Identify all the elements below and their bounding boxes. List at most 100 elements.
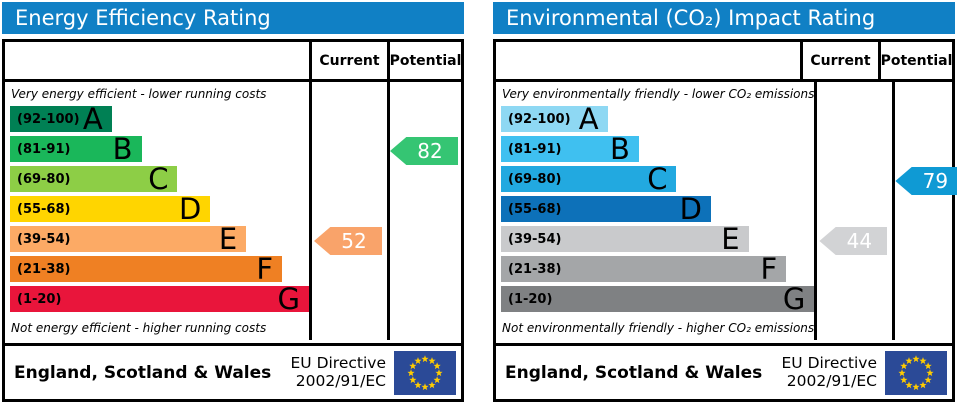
band-row-g: (1-20) G <box>5 282 309 316</box>
rating-band-b: (81-91) B <box>10 132 142 166</box>
band-grade: D <box>679 192 702 226</box>
rating-band-a: (92-100) A <box>10 102 112 136</box>
top-note: Very energy efficient - lower running co… <box>11 87 267 101</box>
rating-band-c: (69-80) C <box>10 162 178 196</box>
co2-rating-table: Current Potential Very environmentally f… <box>493 39 957 402</box>
eu-directive-line1: EU Directive <box>781 353 878 372</box>
potential-column-header: Potential <box>878 42 952 79</box>
energy-efficiency-panel: Energy Efficiency Rating Current Potenti… <box>2 2 464 402</box>
eu-directive-label: EU Directive 2002/91/EC <box>290 353 395 391</box>
band-range: (81-91) <box>17 141 71 157</box>
band-row-a: (92-100) A <box>5 102 309 136</box>
current-rating-value: 52 <box>341 229 367 253</box>
rating-band-a: (92-100) A <box>501 102 608 136</box>
band-range: (69-80) <box>508 171 562 187</box>
band-range: (92-100) <box>508 111 571 127</box>
band-grade: C <box>647 162 668 196</box>
eu-directive-line1: EU Directive <box>290 353 387 372</box>
band-range: (1-20) <box>17 291 62 307</box>
rating-band-g: (1-20) G <box>501 282 815 316</box>
band-grade: A <box>82 102 103 136</box>
band-grade: A <box>578 102 599 136</box>
column-divider <box>814 82 892 340</box>
band-row-b: (81-91) B <box>496 135 814 166</box>
energy-rating-table: Current Potential Very energy efficient … <box>2 39 464 402</box>
bottom-note: Not environmentally friendly - higher CO… <box>502 321 815 335</box>
band-grade: B <box>112 132 133 166</box>
rating-band-d: (55-68) D <box>501 192 711 226</box>
spacer <box>5 42 309 79</box>
band-row-c: (69-80) C <box>5 162 309 196</box>
band-range: (21-38) <box>508 261 562 277</box>
current-rating-arrow: 44 <box>819 227 888 255</box>
band-range: (81-91) <box>508 141 562 157</box>
band-grade: E <box>218 222 238 256</box>
spacer <box>496 42 800 79</box>
region-label: England, Scotland & Wales <box>505 362 763 383</box>
panel-footer: England, Scotland & Wales EU Directive 2… <box>496 343 952 399</box>
rating-band-e: (39-54) E <box>10 222 247 256</box>
band-grade: G <box>277 282 300 316</box>
band-row-d: (55-68) D <box>496 192 814 226</box>
column-headers: Current Potential <box>5 42 461 82</box>
co2-impact-panel: Environmental (CO₂) Impact Rating Curren… <box>493 2 957 402</box>
band-grade: F <box>760 252 778 286</box>
eu-directive-line2: 2002/91/EC <box>786 371 877 390</box>
band-range: (39-54) <box>17 231 71 247</box>
band-range: (1-20) <box>508 291 553 307</box>
column-divider <box>387 82 461 340</box>
band-range: (92-100) <box>17 111 80 127</box>
column-headers: Current Potential <box>496 42 952 82</box>
rating-band-c: (69-80) C <box>501 162 677 196</box>
band-range: (55-68) <box>17 201 71 217</box>
rating-band-f: (21-38) F <box>10 252 283 286</box>
band-range: (55-68) <box>508 201 562 217</box>
band-row-e: (39-54) E <box>5 222 309 256</box>
band-row-e: (39-54) E <box>496 222 814 256</box>
band-row-a: (92-100) A <box>496 102 814 136</box>
current-rating-arrow: 52 <box>314 227 382 255</box>
band-row-f: (21-38) F <box>496 252 814 286</box>
band-range: (69-80) <box>17 171 71 187</box>
band-grade: C <box>148 162 169 196</box>
band-row-d: (55-68) D <box>5 192 309 226</box>
potential-rating-value: 82 <box>417 139 443 163</box>
eu-directive-label: EU Directive 2002/91/EC <box>781 353 886 391</box>
region-label: England, Scotland & Wales <box>14 362 272 383</box>
rating-band-d: (55-68) D <box>10 192 211 226</box>
column-divider <box>892 82 957 340</box>
rating-band-f: (21-38) F <box>501 252 787 286</box>
rating-band-b: (81-91) B <box>501 135 639 164</box>
eu-flag-icon <box>885 350 947 395</box>
current-column-header: Current <box>309 42 387 79</box>
top-note: Very environmentally friendly - lower CO… <box>502 87 815 101</box>
rating-band-g: (1-20) G <box>10 282 309 316</box>
eu-directive-line2: 2002/91/EC <box>295 371 386 390</box>
eu-flag-icon <box>394 350 456 395</box>
potential-rating-value: 79 <box>922 169 949 193</box>
band-grade: F <box>256 252 274 286</box>
bottom-note: Not energy efficient - higher running co… <box>11 321 267 335</box>
band-range: (39-54) <box>508 231 562 247</box>
rating-scale-area: Very energy efficient - lower running co… <box>5 82 461 343</box>
band-grade: E <box>721 222 740 256</box>
band-row-g: (1-20) G <box>496 282 815 316</box>
potential-rating-arrow: 82 <box>390 137 458 165</box>
band-grade: G <box>782 282 806 316</box>
panel-footer: England, Scotland & Wales EU Directive 2… <box>5 343 461 399</box>
potential-rating-arrow: 79 <box>895 167 957 195</box>
current-column-header: Current <box>800 42 878 79</box>
current-rating-value: 44 <box>846 229 873 253</box>
potential-column-header: Potential <box>387 42 461 79</box>
rating-band-e: (39-54) E <box>501 222 749 256</box>
band-grade: D <box>178 192 202 226</box>
band-row-b: (81-91) B <box>5 132 309 166</box>
band-range: (21-38) <box>17 261 71 277</box>
band-row-c: (69-80) C <box>496 162 814 196</box>
energy-panel-title: Energy Efficiency Rating <box>2 2 464 34</box>
column-divider <box>309 82 387 340</box>
co2-panel-title: Environmental (CO₂) Impact Rating <box>493 2 955 34</box>
rating-scale-area: Very environmentally friendly - lower CO… <box>496 82 957 343</box>
band-row-f: (21-38) F <box>5 252 309 286</box>
